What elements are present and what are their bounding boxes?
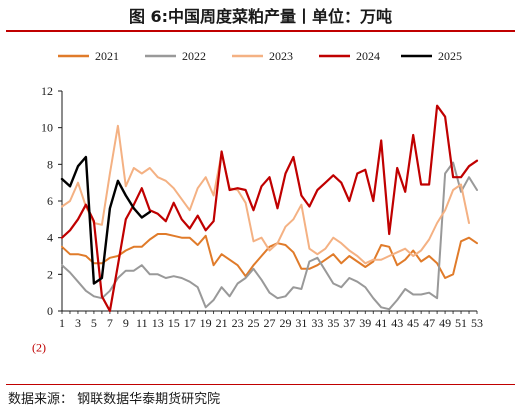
legend-label-2022: 2022 bbox=[182, 49, 206, 63]
x-tick-label: 21 bbox=[216, 316, 228, 330]
y-tick-label: 12 bbox=[41, 84, 53, 98]
y-tick-label: 6 bbox=[47, 194, 53, 208]
x-tick-label: 53 bbox=[471, 316, 483, 330]
x-tick-label: 35 bbox=[327, 316, 339, 330]
x-tick-label: 13 bbox=[152, 316, 164, 330]
x-tick-label: 33 bbox=[311, 316, 323, 330]
x-tick-label: 9 bbox=[123, 316, 129, 330]
x-tick-label: 41 bbox=[375, 316, 387, 330]
chart-legend: 2021 2022 2023 2024 2025 bbox=[58, 49, 462, 63]
series-line-2024 bbox=[60, 104, 479, 313]
y-tick-label: 8 bbox=[47, 157, 53, 171]
footer-divider bbox=[6, 384, 515, 385]
x-tick-label: 19 bbox=[200, 316, 212, 330]
x-tick-label: 7 bbox=[107, 316, 113, 330]
x-tick-label: 31 bbox=[295, 316, 307, 330]
x-tick-label: 51 bbox=[455, 316, 467, 330]
x-tick-label: 37 bbox=[343, 316, 355, 330]
y-tick-label: 10 bbox=[41, 121, 53, 135]
x-tick-label: 23 bbox=[232, 316, 244, 330]
x-tick-label: 39 bbox=[359, 316, 371, 330]
series-line-2021 bbox=[61, 233, 478, 279]
x-tick-label: 29 bbox=[279, 316, 291, 330]
legend-label-2023: 2023 bbox=[269, 49, 293, 63]
x-tick-label: 25 bbox=[248, 316, 260, 330]
x-tick-label: 49 bbox=[439, 316, 451, 330]
x-tick-label: 15 bbox=[168, 316, 180, 330]
y-tick-label: 0 bbox=[47, 304, 53, 318]
x-tick-label: 5 bbox=[91, 316, 97, 330]
y-tick-label: 4 bbox=[47, 231, 53, 245]
legend-label-2021: 2021 bbox=[95, 49, 119, 63]
y-tick-label: 2 bbox=[47, 267, 53, 281]
legend-label-2024: 2024 bbox=[356, 49, 380, 63]
page-title: 图 6:中国周度菜粕产量丨单位：万吨 bbox=[128, 7, 393, 26]
x-tick-label: 45 bbox=[407, 316, 419, 330]
legend-label-2025: 2025 bbox=[438, 49, 462, 63]
x-tick-label: 3 bbox=[75, 316, 81, 330]
x-axis: 1 3 5 7 9 11 13 15 17 19 21 23 25 27 29 31 33 35 37 39 41 43 4… bbox=[59, 310, 483, 330]
x-tick-label: 27 bbox=[264, 316, 276, 330]
x-tick-label: 43 bbox=[391, 316, 403, 330]
y-tick-label-negative: (2) bbox=[32, 341, 46, 355]
y-axis: 0 2 4 6 8 10 12 (2) bbox=[32, 84, 63, 355]
series-line-2022 bbox=[61, 161, 478, 311]
series-line-2025 bbox=[60, 155, 151, 285]
series-line-2023 bbox=[61, 124, 470, 265]
x-tick-label: 47 bbox=[423, 316, 435, 330]
x-tick-label: 1 bbox=[59, 316, 65, 330]
x-tick-label: 11 bbox=[136, 316, 148, 330]
title-divider bbox=[6, 30, 515, 32]
series-layer bbox=[60, 104, 479, 313]
x-tick-label: 17 bbox=[184, 316, 196, 330]
source-note: 数据来源： 钢联数据华泰期货研究院 bbox=[8, 392, 221, 407]
